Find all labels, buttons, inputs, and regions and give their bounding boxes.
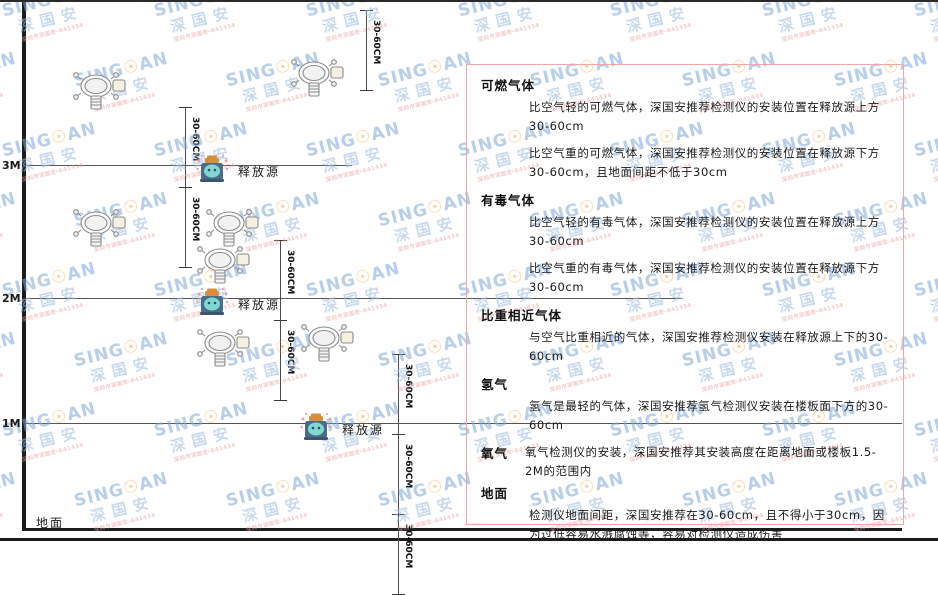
dimension-tick — [274, 240, 287, 241]
guideline-heading: 比重相近气体 — [481, 307, 563, 323]
gas-detector-icon — [72, 207, 128, 255]
dimension-label: 30-60CM — [371, 20, 381, 65]
ground-baseline — [22, 528, 902, 531]
gas-detector-icon — [72, 70, 128, 118]
guideline-text: 与空气比重相近的气体，深国安推荐检测仪安装在释放源上下的30-60cm — [529, 329, 889, 363]
guideline-section: 有毒气体比空气轻的有毒气体，深国安推荐检测仪的安装位置在释放源上方30-60cm… — [481, 190, 889, 297]
guideline-section: 氧气 氧气检测仪的安装，深国安推荐其安装高度在距离地面或楼板1.5-2M的范围内 — [481, 443, 889, 481]
dimension-tick — [392, 354, 405, 355]
gas-detector-icon — [290, 57, 346, 105]
release-source-label: 释放源 — [238, 165, 281, 179]
guideline-section: 比重相近气体与空气比重相近的气体，深国安推荐检测仪安装在释放源上下的30-60c… — [481, 305, 889, 366]
dimension-label: 30-60CM — [403, 444, 413, 489]
dimension-tick — [179, 107, 192, 108]
dimension-tick — [274, 320, 287, 321]
dimension-tick — [360, 10, 373, 11]
dimension-line: 30-60CM — [360, 10, 381, 91]
guideline-text: 比空气轻的有毒气体，深国安推荐检测仪的安装位置在释放源上方30-60cm — [529, 214, 880, 248]
dimension-shaft — [398, 354, 399, 594]
guideline-section: 氢气氢气是最轻的气体，深国安推荐氢气检测仪安装在楼板面下方的30-60cm — [481, 374, 889, 435]
dimension-label: 30-60CM — [190, 197, 200, 242]
release-source-label: 释放源 — [238, 298, 281, 312]
dimension-shaft — [366, 10, 367, 90]
guideline-section: 可燃气体比空气轻的可燃气体，深国安推荐检测仪的安装位置在释放源上方30-60cm… — [481, 75, 889, 182]
dimension-line: 30-60CM 30-60CM — [179, 107, 200, 268]
guideline-heading: 氧气 — [481, 445, 509, 461]
release-source-icon — [300, 412, 334, 450]
gas-detector-icon — [205, 207, 261, 255]
dimension-label: 30-60CM — [190, 117, 200, 162]
dimension-tick — [179, 187, 192, 188]
height-label-3m: 3M — [2, 159, 21, 172]
guideline-text: 氢气是最轻的气体，深国安推荐氢气检测仪安装在楼板面下方的30-60cm — [529, 398, 889, 432]
guideline-heading: 氢气 — [481, 376, 509, 392]
dimension-tick — [392, 434, 405, 435]
gas-detector-icon — [196, 327, 252, 375]
dimension-tick — [274, 400, 287, 401]
dimension-tick — [360, 90, 373, 91]
ground-label: 地面 — [36, 516, 65, 530]
guideline-text: 检测仪地面间距，深国安推荐在30-60cm，且不得小于30cm，因为过低容易水溅… — [529, 507, 885, 541]
height-line-1m — [22, 423, 902, 424]
dimension-tick — [392, 514, 405, 515]
gas-detector-icon — [196, 244, 252, 292]
height-line-3m — [22, 165, 352, 166]
dimension-label: 30-60CM — [285, 330, 295, 375]
guideline-text: 氧气检测仪的安装，深国安推荐其安装高度在距离地面或楼板1.5-2M的范围内 — [525, 444, 877, 478]
dimension-label: 30-60CM — [403, 524, 413, 569]
release-source-label: 释放源 — [342, 423, 385, 437]
height-label-1m: 1M — [2, 417, 21, 430]
release-source-icon — [196, 287, 230, 325]
vertical-axis — [22, 2, 26, 531]
guideline-heading: 可燃气体 — [481, 78, 536, 93]
guideline-heading: 有毒气体 — [481, 192, 536, 208]
dimension-line: 30-60CM 30-60CM 30-60CM — [392, 354, 413, 595]
guideline-text: 比空气重的有毒气体，深国安推荐检测仪的安装位置在释放源下方30-60cm — [529, 260, 880, 294]
dimension-label: 30-60CM — [403, 364, 413, 409]
installation-guidelines-panel: 可燃气体比空气轻的可燃气体，深国安推荐检测仪的安装位置在释放源上方30-60cm… — [466, 64, 904, 541]
height-line-2m — [22, 298, 682, 299]
gas-detector-icon — [300, 322, 356, 370]
dimension-label: 30-60CM — [285, 250, 295, 295]
release-source-icon — [196, 154, 230, 192]
guideline-text: 比空气轻的可燃气体，深国安推荐检测仪的安装位置在释放源上方30-60cm — [529, 100, 880, 133]
guideline-text: 比空气重的可燃气体，深国安推荐检测仪的安装位置在释放源下方30-60cm，且地面… — [529, 145, 880, 179]
dimension-line: 30-60CM 30-60CM — [274, 240, 295, 401]
height-label-2m: 2M — [2, 292, 21, 305]
dimension-tick — [179, 267, 192, 268]
guideline-heading: 地面 — [481, 485, 509, 501]
guideline-section: 地面检测仪地面间距，深国安推荐在30-60cm，且不得小于30cm，因为过低容易… — [481, 483, 889, 544]
